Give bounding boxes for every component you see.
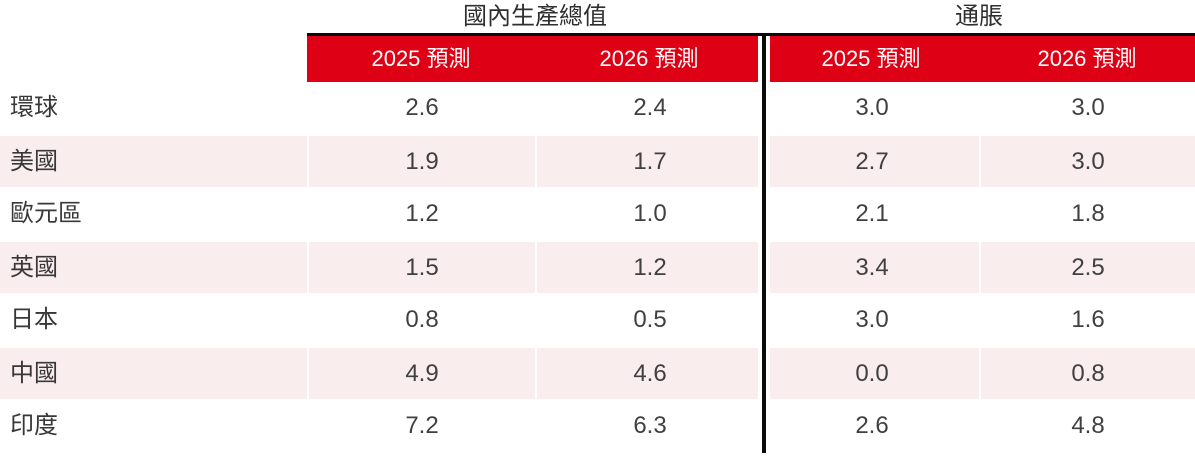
gdp-2026-value: 1.7 — [535, 136, 763, 189]
gdp-2025-value: 1.5 — [307, 242, 535, 295]
row-label: 日本 — [10, 306, 58, 333]
inflation-2025-value: 3.4 — [763, 242, 979, 295]
section-header-gdp: 國內生產總值 — [463, 3, 607, 30]
gdp-2025-value: 0.8 — [307, 294, 535, 347]
gdp-2025-value: 1.9 — [307, 136, 535, 189]
inflation-2026-value: 3.0 — [979, 82, 1195, 135]
column-header-gdp-2025: 2025 預測 — [371, 46, 471, 71]
inflation-2025-value: 3.0 — [763, 294, 979, 347]
inflation-2025-value: 2.1 — [763, 188, 979, 241]
gdp-2025-value: 2.6 — [307, 82, 535, 135]
row-label: 環球 — [10, 94, 58, 121]
gdp-2025-value: 1.2 — [307, 188, 535, 241]
gdp-2025-value: 4.9 — [307, 348, 535, 401]
section-header-inflation: 通脹 — [955, 3, 1003, 30]
inflation-2025-value: 2.6 — [763, 400, 979, 453]
gdp-2026-value: 4.6 — [535, 348, 763, 401]
column-header-inflation-2025: 2025 預測 — [821, 46, 921, 71]
table-row: 環球 2.6 2.4 3.0 3.0 — [0, 82, 1195, 135]
row-label: 印度 — [10, 412, 58, 439]
table-row: 印度 7.2 6.3 2.6 4.8 — [0, 400, 1195, 453]
gdp-2026-value: 1.0 — [535, 188, 763, 241]
row-label: 美國 — [10, 148, 58, 175]
column-header-inflation-2026: 2026 預測 — [1037, 46, 1137, 71]
inflation-2026-value: 2.5 — [979, 242, 1195, 295]
gdp-2026-value: 6.3 — [535, 400, 763, 453]
row-label: 歐元區 — [10, 200, 82, 227]
inflation-2026-value: 0.8 — [979, 348, 1195, 401]
table-row: 日本 0.8 0.5 3.0 1.6 — [0, 294, 1195, 347]
table-row: 中國 4.9 4.6 0.0 0.8 — [0, 347, 1195, 401]
inflation-2026-value: 1.8 — [979, 188, 1195, 241]
inflation-2025-value: 3.0 — [763, 82, 979, 135]
inflation-2025-value: 2.7 — [763, 136, 979, 189]
column-header-band: 2025 預測 2026 預測 2025 預測 2026 預測 — [307, 36, 1195, 82]
header-top-rule — [307, 33, 1195, 36]
row-label: 中國 — [10, 360, 58, 387]
table-row: 美國 1.9 1.7 2.7 3.0 — [0, 135, 1195, 189]
table-row: 歐元區 1.2 1.0 2.1 1.8 — [0, 188, 1195, 241]
column-header-gdp-2026: 2026 預測 — [599, 46, 699, 71]
inflation-2026-value: 3.0 — [979, 136, 1195, 189]
section-divider-rule — [758, 36, 770, 453]
table-row: 英國 1.5 1.2 3.4 2.5 — [0, 241, 1195, 295]
inflation-2026-value: 4.8 — [979, 400, 1195, 453]
gdp-2025-value: 7.2 — [307, 400, 535, 453]
gdp-2026-value: 2.4 — [535, 82, 763, 135]
inflation-2025-value: 0.0 — [763, 348, 979, 401]
inflation-2026-value: 1.6 — [979, 294, 1195, 347]
row-label: 英國 — [10, 254, 58, 281]
gdp-2026-value: 1.2 — [535, 242, 763, 295]
gdp-2026-value: 0.5 — [535, 294, 763, 347]
